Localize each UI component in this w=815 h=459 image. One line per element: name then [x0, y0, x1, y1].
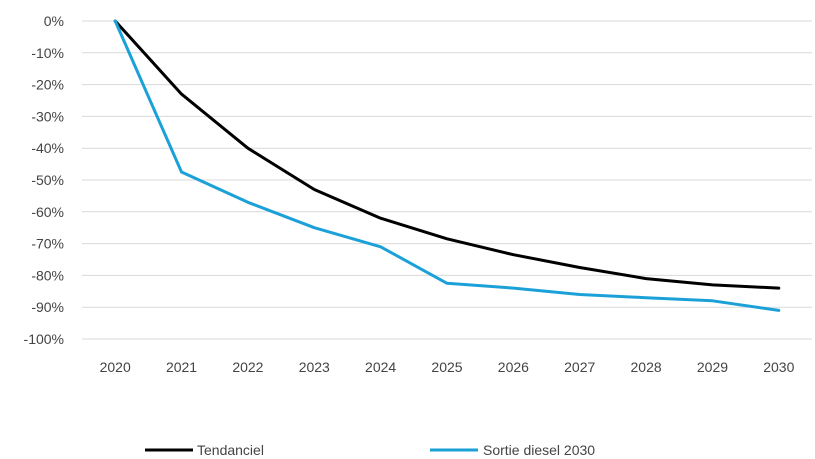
y-tick-label: -50% — [31, 172, 64, 188]
y-tick-label: 0% — [44, 13, 64, 29]
x-tick-label: 2028 — [631, 359, 662, 375]
x-tick-label: 2021 — [166, 359, 197, 375]
series-line-2 — [113, 19, 781, 312]
y-tick-label: -20% — [31, 77, 64, 93]
x-tick-label: 2026 — [498, 359, 529, 375]
x-tick-label: 2025 — [431, 359, 462, 375]
legend-label: Sortie diesel 2030 — [483, 442, 595, 458]
y-tick-label: -100% — [24, 331, 64, 347]
x-tick-label: 2030 — [763, 359, 794, 375]
series-lines — [113, 19, 781, 312]
x-tick-label: 2023 — [299, 359, 330, 375]
legend-label: Tendanciel — [197, 442, 264, 458]
y-tick-label: -80% — [31, 267, 64, 283]
x-tick-label: 2024 — [365, 359, 396, 375]
x-tick-label: 2020 — [100, 359, 131, 375]
x-axis-tick-labels: 2020 2021 2022 2023 2024 2025 2026 2027 2028 2029… — [100, 359, 795, 375]
y-tick-label: -70% — [31, 236, 64, 252]
y-tick-label: -40% — [31, 140, 64, 156]
x-tick-label: 2029 — [697, 359, 728, 375]
x-tick-label: 2022 — [232, 359, 263, 375]
y-tick-label: -60% — [31, 204, 64, 220]
y-tick-label: -90% — [31, 299, 64, 315]
y-axis-tick-labels: 0% -10% -20% -30% -40% -50% -60% -70% -80% -90% -1… — [24, 13, 64, 347]
y-tick-label: -10% — [31, 45, 64, 61]
x-tick-label: 2027 — [564, 359, 595, 375]
series-line-1 — [113, 19, 781, 290]
y-tick-label: -30% — [31, 108, 64, 124]
gridlines — [82, 20, 812, 340]
legend: Tendanciel Sortie diesel 2030 — [145, 442, 595, 458]
